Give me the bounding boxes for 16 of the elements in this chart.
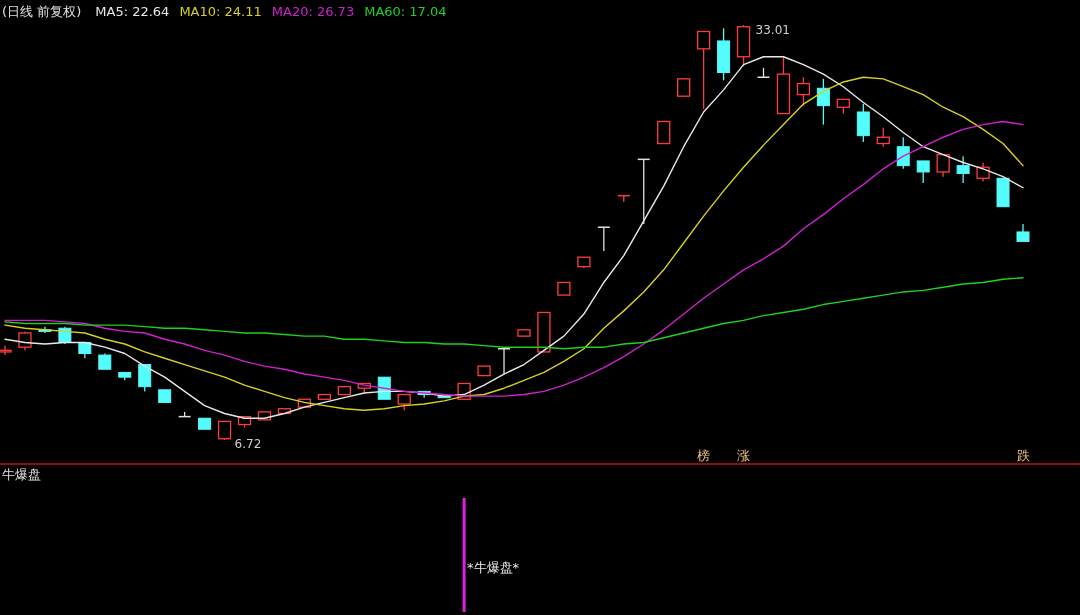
- x-tick-label: 榜: [697, 448, 711, 463]
- candlestick: [0, 344, 12, 356]
- annotation: 6.72: [234, 437, 262, 451]
- x-tick-label: 跌: [1016, 448, 1030, 463]
- text: MA5: 22.64: [95, 4, 170, 19]
- annotation: *牛爆盘*: [467, 560, 520, 575]
- text: MA10: 24.11: [179, 4, 262, 19]
- text: MA60: 17.04: [364, 4, 447, 19]
- x-tick-label: 涨: [737, 448, 751, 463]
- chart-title: 牛爆盘: [2, 467, 41, 482]
- chart-title: (日线 前复权): [2, 4, 82, 19]
- candlestick: [956, 155, 970, 184]
- annotation: 33.01: [755, 23, 790, 37]
- candlestick: [976, 161, 990, 183]
- text: MA20: 26.73: [271, 4, 355, 19]
- candlestick: [18, 330, 32, 351]
